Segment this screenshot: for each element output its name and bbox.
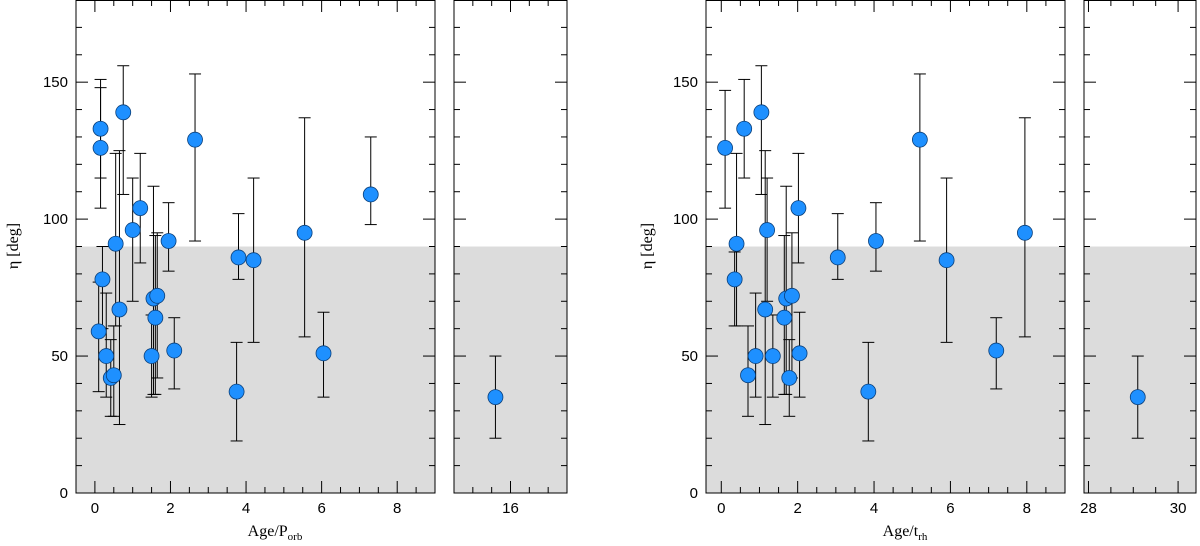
data-point [296, 224, 313, 241]
y-axis-label: η [deg] [639, 223, 656, 269]
data-point [764, 348, 781, 364]
chart-1: 0 50 100 150 0 2 4 6 8 16 Age/Porb η [deg] [5, 0, 568, 543]
x-tick-label: 6 [946, 500, 954, 517]
data-point [187, 131, 203, 148]
error-bar [189, 73, 202, 242]
shaded-band [1084, 246, 1196, 493]
data-point [143, 348, 160, 364]
data-point [781, 370, 798, 386]
x-tick-label: 0 [91, 500, 99, 517]
data-point [107, 235, 124, 252]
x-tick-label: 2 [166, 500, 174, 517]
data-point [132, 200, 149, 217]
shaded-band [706, 246, 1065, 493]
data-point [92, 120, 109, 137]
y-tick-label: 100 [673, 211, 698, 228]
data-point [487, 389, 504, 406]
error-bar [759, 150, 772, 426]
data-point [829, 249, 846, 266]
error-bar [913, 73, 926, 242]
x-tick-label: 28 [1080, 500, 1097, 517]
y-tick-label: 150 [43, 74, 68, 91]
data-point [166, 342, 183, 359]
data-point [753, 104, 770, 121]
data-point [98, 348, 115, 364]
chart-1-panel-2: 16 [453, 0, 568, 517]
error-bar [232, 213, 245, 280]
y-tick-label: 150 [673, 74, 698, 91]
chart-2-panel-2: 28 30 [1080, 0, 1197, 517]
x-tick-label: 0 [717, 500, 725, 517]
data-point [111, 301, 128, 318]
data-point [230, 249, 247, 266]
error-bar [749, 292, 762, 398]
data-point [911, 131, 928, 148]
x-axis-label: Age/trh [883, 523, 928, 543]
data-point [868, 233, 884, 249]
data-point [124, 222, 141, 238]
x-tick-label: 6 [317, 500, 325, 517]
x-tick-label: 8 [1023, 500, 1031, 517]
data-point [726, 271, 743, 288]
data-point [94, 271, 111, 288]
chart-1-panel-1: 0 50 100 150 0 2 4 6 8 [43, 0, 436, 517]
y-tick-label: 100 [43, 211, 68, 228]
data-point [728, 235, 745, 252]
shaded-band [454, 246, 567, 493]
data-point [245, 252, 262, 269]
data-point [115, 104, 132, 121]
data-point [776, 309, 793, 326]
y-tick-label: 0 [690, 485, 698, 502]
data-point [228, 383, 245, 400]
error-bar [780, 185, 793, 395]
data-point [362, 186, 379, 203]
data-point [938, 252, 955, 269]
chart-2: 0 50 100 150 0 2 4 6 8 28 30 Age/trh η [deg] [639, 0, 1197, 543]
error-bar [117, 65, 130, 195]
data-point [740, 367, 756, 384]
y-axis-label: η [deg] [5, 223, 22, 269]
data-point [149, 287, 166, 304]
x-tick-label: 4 [242, 500, 250, 517]
data-point [90, 323, 107, 340]
x-axis-label: Age/Porb [248, 523, 303, 543]
data-point [988, 342, 1005, 359]
error-bar [364, 136, 377, 226]
shaded-band [76, 246, 435, 493]
data-point [105, 367, 122, 384]
data-point [736, 120, 753, 137]
chart-2-panel-1: 0 50 100 150 0 2 4 6 8 [673, 0, 1066, 517]
data-point [757, 301, 774, 318]
data-point [92, 139, 109, 156]
error-bar [126, 177, 139, 302]
x-tick-label: 2 [793, 500, 801, 517]
x-tick-label: 30 [1170, 500, 1187, 517]
data-point [747, 348, 764, 364]
y-tick-label: 0 [60, 485, 68, 502]
data-point [784, 287, 800, 304]
data-point [160, 233, 177, 249]
error-bar [761, 177, 774, 302]
data-point [1129, 389, 1146, 406]
x-tick-label: 8 [393, 500, 401, 517]
error-bar [831, 213, 844, 280]
y-tick-label: 50 [681, 348, 698, 365]
data-point [790, 200, 807, 217]
data-point [1016, 224, 1033, 241]
data-point [860, 383, 877, 400]
y-tick-label: 50 [51, 348, 68, 365]
x-tick-label: 4 [870, 500, 878, 517]
data-point [315, 345, 332, 362]
data-point [717, 139, 733, 156]
data-point [759, 222, 776, 238]
data-point [147, 309, 164, 326]
data-point [791, 345, 808, 362]
x-tick-label: 16 [502, 500, 519, 517]
